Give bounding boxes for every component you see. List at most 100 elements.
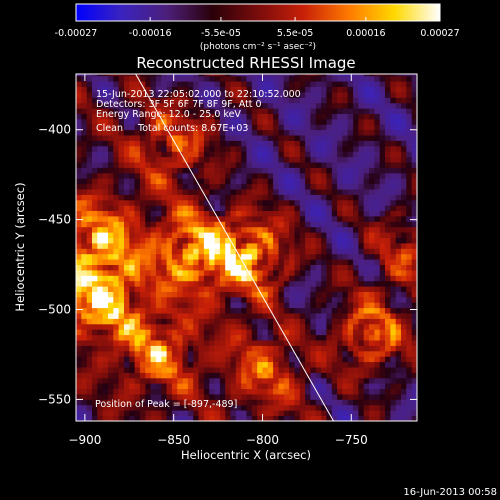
heatmap-cell (161, 270, 167, 276)
heatmap-cell (251, 81, 258, 87)
heatmap-cell (363, 302, 370, 309)
heatmap-cell (347, 129, 354, 136)
heatmap-cell (358, 108, 365, 114)
heatmap-cell (246, 167, 253, 174)
heatmap-cell (235, 216, 242, 222)
heatmap-cell (134, 237, 141, 244)
heatmap-cell (102, 92, 109, 98)
heatmap-cell (134, 162, 141, 168)
heatmap-cell (401, 178, 407, 185)
heatmap-cell (230, 415, 237, 421)
heatmap-cell (315, 307, 322, 314)
heatmap-cell (219, 167, 226, 174)
heatmap-cell (129, 394, 135, 400)
heatmap-cell (198, 404, 205, 411)
heatmap-cell (358, 270, 365, 276)
heatmap-cell (374, 388, 381, 395)
heatmap-cell (267, 367, 274, 373)
heatmap-cell (225, 178, 231, 185)
heatmap-cell (369, 151, 375, 158)
heatmap-cell (337, 313, 343, 319)
heatmap-cell (235, 221, 242, 228)
heatmap-cell (326, 178, 333, 185)
heatmap-cell (166, 388, 173, 395)
heatmap-cell (225, 302, 231, 309)
heatmap-cell (273, 340, 279, 346)
heatmap-cell (203, 86, 210, 93)
heatmap-cell (86, 259, 93, 265)
heatmap-cell (326, 129, 333, 136)
heatmap-cell (92, 302, 98, 309)
heatmap-cell (283, 183, 290, 190)
heatmap-cell (86, 205, 93, 211)
heatmap-cell (76, 151, 82, 158)
heatmap-cell (321, 145, 327, 152)
heatmap-cell (283, 86, 290, 93)
heatmap-cell (102, 167, 109, 174)
heatmap-cell (411, 361, 417, 368)
heatmap-cell (390, 259, 397, 265)
heatmap-cell (395, 178, 402, 185)
heatmap-cell (337, 394, 343, 400)
heatmap-cell (358, 415, 365, 421)
heatmap-cell (219, 340, 226, 346)
heatmap-cell (145, 75, 151, 82)
heatmap-cell (353, 399, 359, 406)
heatmap-cell (337, 399, 343, 406)
heatmap-cell (379, 307, 386, 314)
heatmap-cell (358, 75, 365, 82)
heatmap-cell (353, 248, 359, 255)
heatmap-cell (166, 167, 173, 174)
heatmap-cell (150, 167, 157, 174)
heatmap-cell (294, 156, 301, 163)
heatmap-cell (401, 221, 407, 228)
heatmap-cell (411, 377, 417, 384)
heatmap-cell (273, 226, 279, 233)
heatmap-cell (310, 205, 317, 211)
heatmap-cell (299, 350, 306, 357)
heatmap-cell (161, 350, 167, 357)
heatmap-cell (203, 194, 210, 201)
heatmap-cell (129, 102, 135, 109)
heatmap-cell (369, 237, 375, 244)
heatmap-cell (363, 81, 370, 87)
heatmap-cell (406, 183, 412, 190)
heatmap-cell (187, 334, 194, 341)
heatmap-cell (337, 75, 343, 82)
heatmap-cell (411, 178, 417, 185)
heatmap-cell (337, 172, 343, 179)
heatmap-cell (267, 178, 274, 185)
heatmap-cell (97, 118, 103, 125)
heatmap-cell (166, 340, 173, 346)
heatmap-cell (187, 313, 194, 319)
heatmap-cell (374, 377, 381, 384)
heatmap-cell (145, 253, 151, 260)
heatmap-cell (241, 178, 247, 185)
heatmap-cell (411, 302, 417, 309)
heatmap-cell (102, 410, 109, 416)
heatmap-cell (331, 205, 338, 211)
heatmap-cell (97, 151, 103, 158)
heatmap-cell (342, 124, 349, 131)
heatmap-cell (86, 118, 93, 125)
heatmap-cell (166, 232, 173, 238)
heatmap-cell (310, 102, 317, 109)
heatmap-cell (129, 361, 135, 368)
heatmap-cell (294, 340, 301, 346)
heatmap-cell (161, 248, 167, 255)
heatmap-cell (406, 415, 412, 421)
heatmap-cell (347, 118, 354, 125)
heatmap-cell (353, 367, 359, 373)
heatmap-cell (401, 156, 407, 163)
heatmap-cell (379, 167, 386, 174)
heatmap-cell (118, 307, 125, 314)
heatmap-cell (395, 92, 402, 98)
heatmap-cell (171, 307, 178, 314)
heatmap-cell (289, 178, 295, 185)
heatmap-cell (363, 323, 370, 330)
heatmap-cell (203, 323, 210, 330)
heatmap-cell (161, 135, 167, 141)
heatmap-cell (401, 323, 407, 330)
heatmap-cell (294, 318, 301, 325)
heatmap-cell (150, 404, 157, 411)
